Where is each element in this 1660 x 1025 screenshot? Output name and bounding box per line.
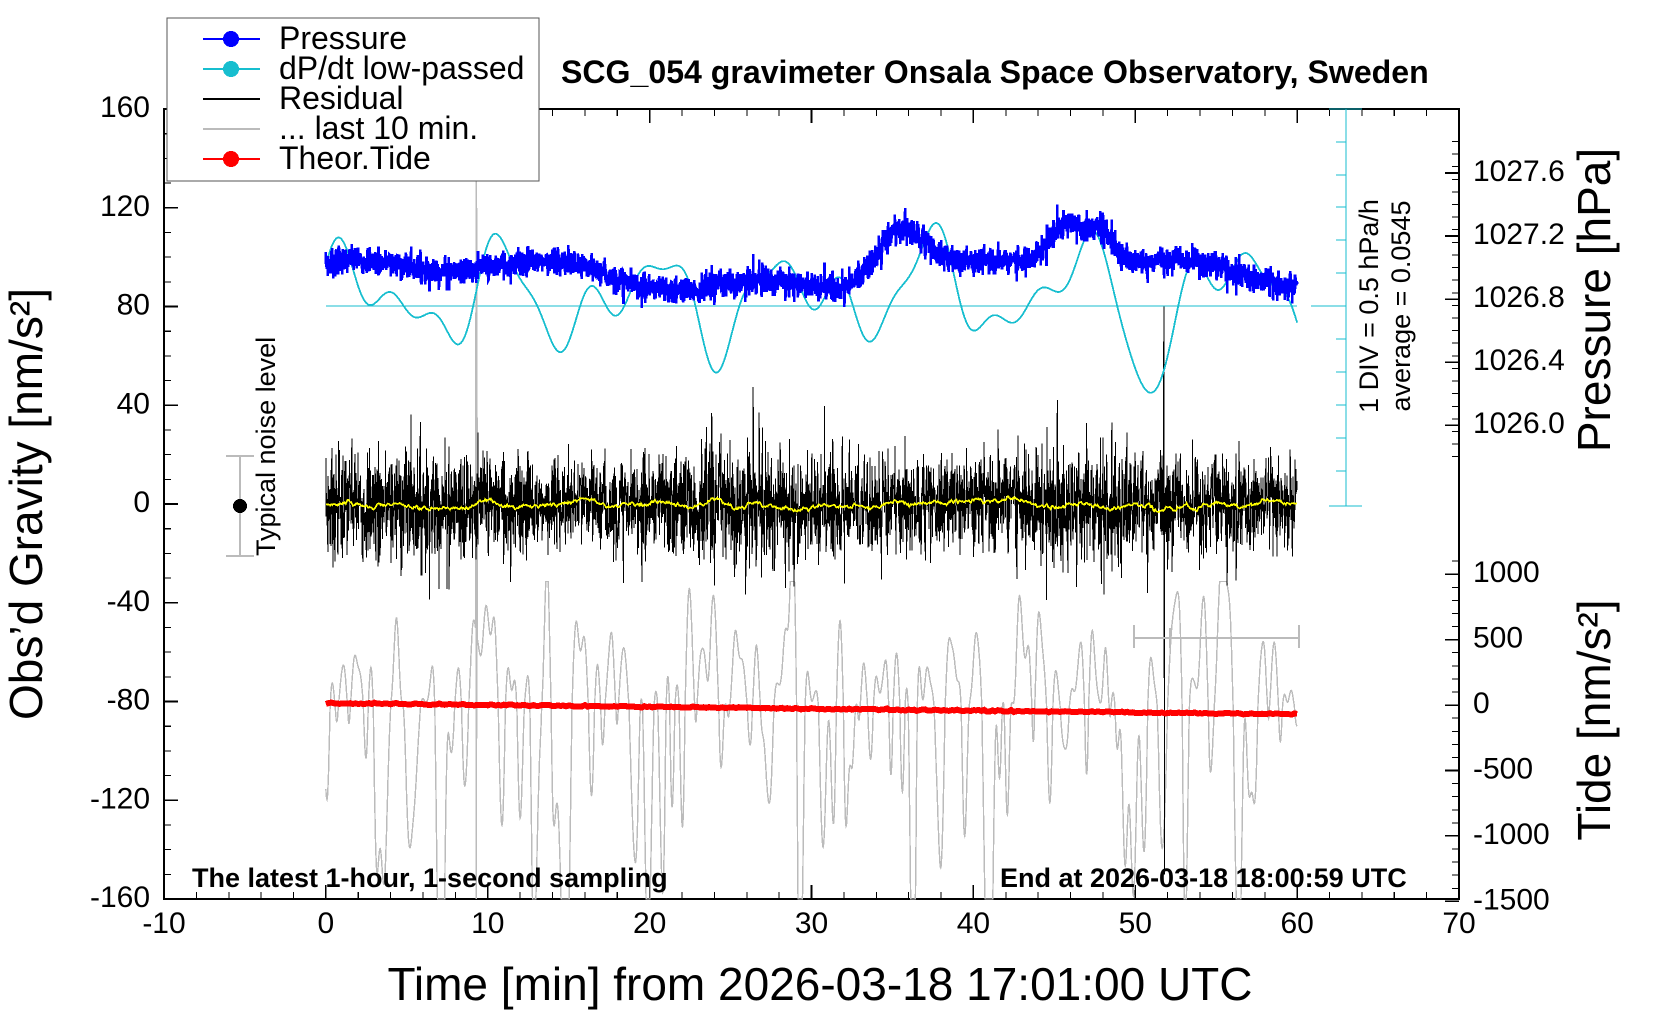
svg-text:1026.8: 1026.8 [1473, 281, 1565, 314]
svg-text:End at 2026-03-18 18:00:59 UTC: End at 2026-03-18 18:00:59 UTC [1000, 863, 1407, 893]
svg-text:Pressure [hPa]: Pressure [hPa] [1568, 148, 1620, 452]
svg-text:Typical noise level: Typical noise level [251, 337, 281, 556]
svg-text:120: 120 [100, 190, 150, 223]
svg-text:The latest 1-hour, 1-second sa: The latest 1-hour, 1-second sampling [192, 863, 668, 893]
svg-text:80: 80 [117, 289, 150, 322]
svg-text:30: 30 [795, 907, 828, 940]
svg-text:-160: -160 [90, 881, 150, 914]
svg-text:40: 40 [957, 907, 990, 940]
svg-text:-80: -80 [107, 684, 150, 717]
svg-text:160: 160 [100, 91, 150, 124]
svg-text:1000: 1000 [1473, 556, 1540, 589]
svg-text:-40: -40 [107, 585, 150, 618]
svg-text:Obs’d Gravity [nm/s²]: Obs’d Gravity [nm/s²] [0, 288, 52, 720]
svg-text:1 DIV = 0.5 hPa/h: 1 DIV = 0.5 hPa/h [1354, 199, 1384, 413]
svg-text:20: 20 [633, 907, 666, 940]
svg-text:-1000: -1000 [1473, 818, 1550, 851]
svg-text:40: 40 [117, 387, 150, 420]
svg-text:Time [min] from 2026-03-18 17:: Time [min] from 2026-03-18 17:01:00 UTC [388, 958, 1253, 1010]
svg-text:-120: -120 [90, 782, 150, 815]
svg-text:average = 0.0545: average = 0.0545 [1386, 201, 1416, 412]
svg-text:70: 70 [1442, 907, 1475, 940]
svg-text:1027.2: 1027.2 [1473, 218, 1565, 251]
svg-text:60: 60 [1280, 907, 1313, 940]
svg-text:Theor.Tide: Theor.Tide [279, 140, 431, 176]
svg-text:10: 10 [471, 907, 504, 940]
svg-text:500: 500 [1473, 622, 1523, 655]
svg-text:-10: -10 [142, 907, 185, 940]
svg-text:0: 0 [133, 486, 150, 519]
svg-text:0: 0 [318, 907, 335, 940]
svg-text:1026.4: 1026.4 [1473, 344, 1565, 377]
svg-text:Tide [nm/s²]: Tide [nm/s²] [1568, 599, 1620, 840]
svg-text:-500: -500 [1473, 753, 1533, 786]
svg-text:50: 50 [1119, 907, 1152, 940]
svg-text:-1500: -1500 [1473, 883, 1550, 916]
svg-text:0: 0 [1473, 687, 1490, 720]
svg-text:SCG_054 gravimeter Onsala Spac: SCG_054 gravimeter Onsala Space Observat… [561, 54, 1429, 90]
svg-text:1026.0: 1026.0 [1473, 407, 1565, 440]
svg-text:1027.6: 1027.6 [1473, 155, 1565, 188]
